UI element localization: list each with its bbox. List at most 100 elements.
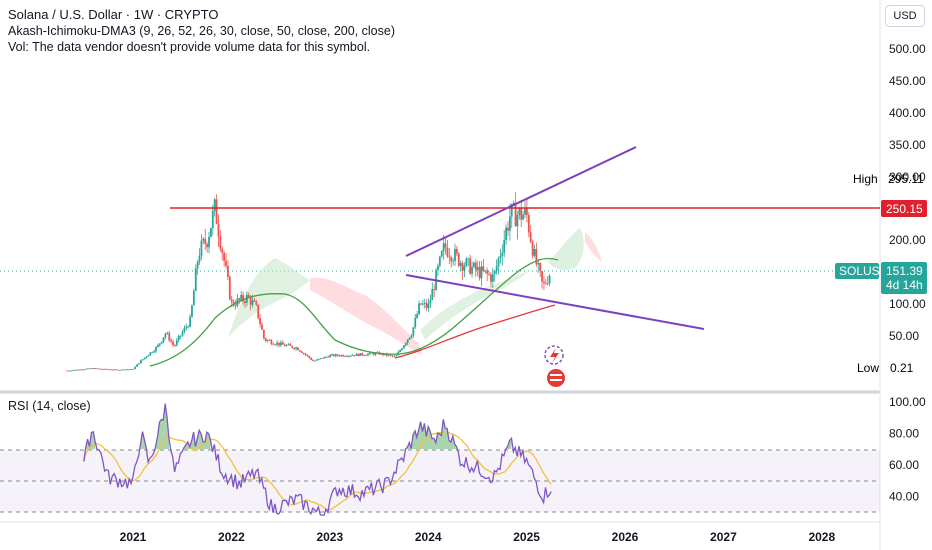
candle-body [92, 368, 95, 370]
candle-body [187, 326, 190, 328]
candle-body [308, 355, 311, 358]
candle-body [529, 232, 532, 242]
candle-body [465, 258, 468, 266]
candle-body [94, 368, 97, 370]
candle-body [230, 299, 233, 302]
candle-body [162, 337, 165, 342]
candle-body [329, 355, 332, 358]
candle-body [227, 265, 229, 277]
candle-body [234, 305, 237, 307]
candle-body [332, 354, 335, 357]
time-tick-label: 2026 [612, 530, 639, 544]
candle-body [157, 345, 159, 347]
time-tick-label: 2023 [316, 530, 343, 544]
currency-button[interactable]: USD [885, 5, 925, 27]
candle-body [113, 369, 116, 371]
price-tick-label: 50.00 [889, 329, 919, 343]
rsi-overbought-fills [85, 403, 512, 450]
flag-icon[interactable] [547, 369, 565, 387]
candle-body [249, 297, 252, 305]
rsi-overbought-area [155, 403, 169, 450]
candle-body [276, 342, 279, 345]
current-price-value: 151.39 [886, 264, 923, 278]
candle-body [368, 352, 371, 354]
candle-body [420, 303, 422, 305]
candle-body [211, 210, 214, 228]
indicator-legend[interactable]: Akash-Ichimoku-DMA3 (9, 26, 52, 26, 30, … [8, 24, 395, 38]
candle-body [450, 257, 453, 262]
candle-body [315, 359, 318, 361]
volume-note: Vol: The data vendor doesn't provide vol… [8, 40, 371, 54]
rsi-tick-label: 80.00 [889, 426, 919, 440]
candle-body [168, 333, 171, 341]
rsi-tick-label: 60.00 [889, 458, 919, 472]
candle-body [323, 356, 326, 359]
candle-body [179, 335, 182, 337]
candle-body [338, 355, 341, 357]
rsi-tick-label: 100.00 [889, 395, 926, 409]
candle-body [198, 255, 201, 262]
candle-body [221, 248, 224, 253]
candle-body [272, 344, 275, 345]
candle-body [175, 340, 178, 346]
rsi-tick-label: 40.00 [889, 489, 919, 503]
candle-body [66, 370, 68, 372]
candle-body [291, 345, 294, 348]
candle-body [202, 238, 205, 241]
candle-body [444, 243, 447, 248]
candle-body [268, 340, 271, 341]
candle-body [463, 265, 466, 271]
candle-body [122, 369, 125, 371]
candle-body [189, 316, 191, 327]
upper-trendline[interactable] [405, 146, 637, 257]
symbol-title[interactable]: Solana / U.S. Dollar · 1W · CRYPTO [8, 7, 219, 22]
candle-body [232, 301, 235, 306]
candle-body [86, 368, 89, 370]
candle-body [452, 260, 455, 262]
candle-body [348, 355, 350, 357]
candle-body [539, 263, 542, 271]
candle-body [107, 369, 110, 371]
candle-body [310, 357, 313, 360]
candle-body [270, 340, 273, 345]
lightning-icon[interactable] [544, 345, 564, 365]
rsi-overbought-area [405, 419, 457, 450]
rsi-legend[interactable]: RSI (14, close) [8, 399, 91, 413]
candle-body [412, 327, 415, 336]
candle-body [160, 341, 163, 344]
candle-body [139, 360, 142, 364]
candle-body [361, 353, 364, 356]
time-axis[interactable]: 2021 2022 2023 2024 2025 2026 2027 2028 [120, 530, 836, 544]
candle-body [126, 369, 129, 371]
candle-body [111, 369, 114, 371]
candle-body [73, 369, 76, 371]
candle-body [406, 339, 409, 344]
candle-body [351, 355, 354, 357]
candle-body [196, 261, 199, 269]
candle-body [293, 347, 296, 349]
candle-body [508, 216, 511, 231]
candle-body [457, 253, 460, 266]
price-axis[interactable]: 500.00 450.00 400.00 350.00 300.00 200.00 100.… [889, 42, 926, 343]
candle-body [238, 298, 241, 300]
candle-body [274, 344, 277, 346]
candle-body [90, 368, 93, 370]
candle-body [88, 368, 91, 370]
time-tick-label: 2022 [218, 530, 245, 544]
low-label: Low [857, 361, 879, 375]
lower-trendline[interactable] [405, 274, 705, 330]
candle-body [262, 329, 265, 339]
candle-body [130, 368, 133, 370]
candle-body [247, 294, 250, 298]
candle-body [342, 355, 345, 357]
candle-body [431, 289, 434, 301]
candle-body [71, 370, 74, 372]
time-tick-label: 2028 [808, 530, 835, 544]
candle-body [537, 263, 540, 265]
rsi-axis[interactable]: 100.00 80.00 60.00 40.00 [889, 395, 926, 503]
candle-body [145, 356, 148, 358]
time-tick-label: 2025 [513, 530, 540, 544]
candle-body [177, 335, 180, 341]
candle-body [325, 356, 328, 358]
